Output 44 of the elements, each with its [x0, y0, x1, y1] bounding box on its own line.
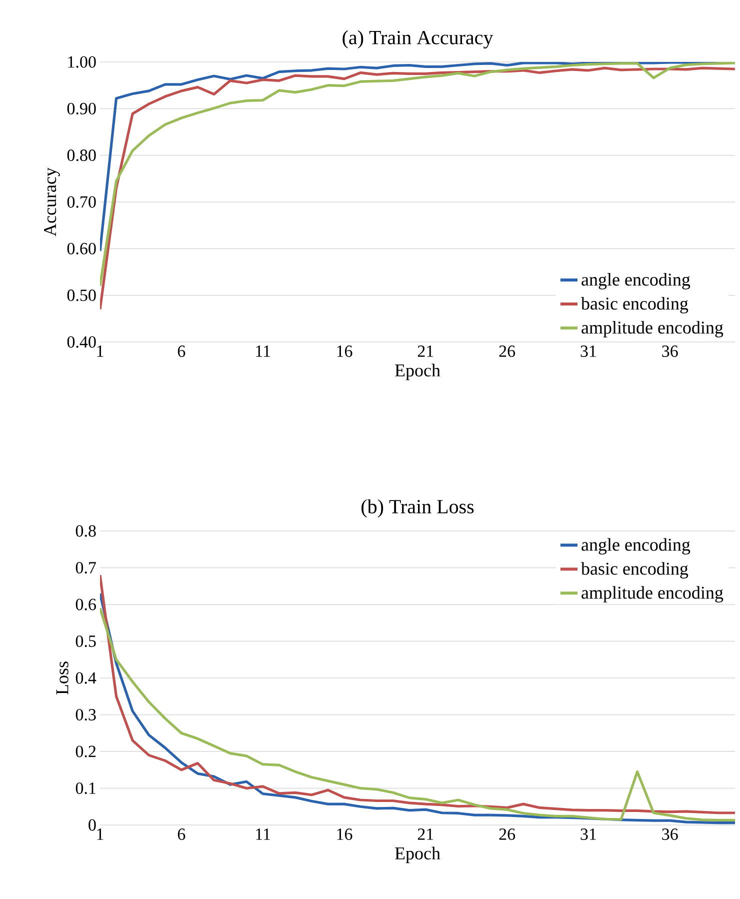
x-tick-label: 31 — [580, 346, 596, 357]
x-tick-label: 6 — [178, 346, 186, 357]
y-tick-label: 0.90 — [67, 102, 96, 114]
legend-label: amplitude encoding — [582, 320, 724, 338]
legend-label: basic encoding — [580, 297, 688, 314]
x-tick-label: 16 — [337, 346, 352, 357]
x-tick-label: 26 — [499, 828, 516, 840]
chart-title: (a) Train Accuracy — [342, 30, 494, 48]
x-axis-title: Epoch — [395, 364, 440, 380]
x-axis-title: Epoch — [395, 846, 440, 864]
y-tick-label: 0 — [88, 819, 96, 831]
y-tick-label: 0.1 — [76, 782, 96, 794]
legend-label: amplitude encoding — [582, 586, 724, 602]
y-tick-label: 1.00 — [68, 56, 96, 68]
y-tick-label: 0.50 — [67, 290, 96, 302]
y-tick-label: 0.2 — [76, 746, 96, 758]
x-tick-label: 31 — [580, 828, 596, 840]
x-tick-label: 36 — [662, 346, 678, 357]
y-tick-label: 0.3 — [76, 708, 96, 721]
y-tick-label: 0.5 — [76, 635, 96, 648]
y-tick-label: 0.40 — [67, 336, 96, 348]
x-tick-label: 1 — [97, 346, 104, 357]
y-tick-label: 0.70 — [67, 196, 96, 208]
y-tick-label: 0.6 — [76, 598, 96, 610]
y-tick-label: 0.80 — [67, 150, 96, 162]
legend-label: basic encoding — [580, 562, 688, 579]
x-tick-label: 1 — [97, 828, 104, 840]
x-tick-label: 6 — [178, 828, 186, 840]
x-tick-label: 21 — [418, 346, 434, 357]
x-tick-label: 36 — [662, 828, 678, 840]
y-tick-label: 0.7 — [76, 562, 96, 574]
x-tick-label: 16 — [337, 828, 352, 840]
y-axis-title: Accuracy — [44, 168, 60, 236]
x-tick-label: 21 — [418, 828, 434, 840]
legend-label: angle encoding — [582, 273, 690, 290]
y-tick-label: 0.4 — [76, 672, 96, 684]
y-axis-title: Loss — [56, 662, 68, 694]
legend-label: angle encoding — [582, 538, 690, 555]
y-tick-label: 0.8 — [76, 525, 96, 537]
x-tick-label: 11 — [256, 828, 270, 840]
x-tick-label: 11 — [256, 346, 270, 357]
chart-title: (b) Train Loss — [362, 499, 474, 518]
y-tick-label: 0.60 — [67, 242, 96, 254]
x-tick-label: 26 — [499, 346, 516, 357]
